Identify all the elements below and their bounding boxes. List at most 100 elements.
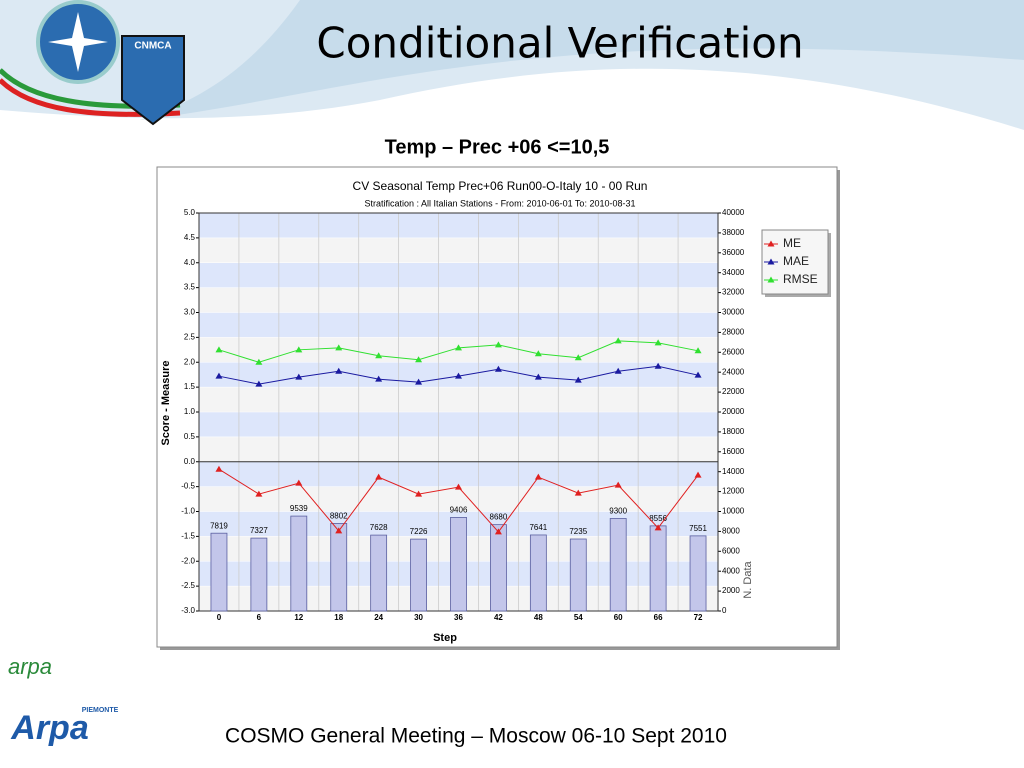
y2-tick-label: 10000 [722,507,745,516]
marker [215,372,223,379]
y-tick-label: -2.5 [181,581,195,590]
y2-tick-label: 0 [722,606,727,615]
y2-tick-label: 8000 [722,527,740,536]
y-tick-label: 5.0 [184,208,196,217]
y2-tick-label: 22000 [722,387,745,396]
y-tick-label: -3.0 [181,606,195,615]
marker [375,352,383,359]
marker [375,375,383,382]
y2-tick-label: 12000 [722,487,745,496]
y2-axis-label: N. Data [742,560,754,598]
marker [215,465,223,472]
bar-value-label: 9300 [609,507,627,516]
bar-value-label: 7641 [529,523,547,532]
marker [415,490,423,497]
bar-value-label: 9539 [290,504,308,513]
bar-value-label: 7551 [689,524,707,533]
marker [415,378,423,385]
y-axis-label: Score - Measure [160,361,172,446]
x-tick-label: 0 [217,613,222,622]
bar [370,534,388,612]
marker [295,373,303,380]
legend-label: ME [783,236,801,250]
bar [689,535,707,612]
marker [295,346,303,353]
x-tick-label: 36 [454,613,463,622]
marker [654,362,662,369]
marker [215,346,223,353]
marker [455,372,462,379]
bar [290,515,308,612]
x-tick-label: 12 [294,613,303,622]
x-tick-label: 72 [694,613,703,622]
marker [415,356,423,363]
logo-shield [121,35,185,126]
marker [694,371,702,378]
marker [295,479,303,486]
y-tick-label: 1.5 [184,382,196,391]
bar [649,525,667,612]
chart-subtitle: Stratification : All Italian Stations - … [365,198,636,208]
y2-tick-label: 18000 [722,427,745,436]
marker [614,481,622,488]
bar [529,534,547,612]
grid-band [199,312,718,338]
marker [255,490,263,497]
bar-value-label: 8556 [649,514,667,523]
legend-marker [767,240,775,247]
marker [654,339,662,346]
y2-tick-label: 38000 [722,228,745,237]
marker [335,367,343,374]
bar [210,532,228,612]
y2-tick-label: 16000 [722,447,745,456]
legend-label: MAE [783,254,809,268]
marker [614,367,622,374]
grid-band [199,262,718,288]
logo-text: PIEMONTE [82,707,119,714]
x-axis-label: Step [433,632,457,644]
x-tick-label: 30 [414,613,423,622]
marker [574,489,582,496]
y2-tick-label: 4000 [722,566,740,575]
y-tick-label: 0.0 [184,457,196,466]
bar-value-label: 7819 [210,521,228,530]
marker [335,344,343,351]
marker [574,376,582,383]
y2-tick-label: 6000 [722,546,740,555]
marker [375,473,383,480]
marker [494,365,502,372]
bar-value-label: 9406 [450,506,468,515]
banner-swoosh [140,0,1024,120]
y2-tick-label: 28000 [722,328,745,337]
y-tick-label: 4.5 [184,233,196,242]
marker [534,473,542,480]
bar-value-label: 7327 [250,526,268,535]
slide-title: Conditional Verification [316,19,803,68]
y-tick-label: -2.0 [181,556,195,565]
marker [455,483,462,490]
y-tick-label: 2.0 [184,357,196,366]
bar-value-label: 8680 [490,513,508,522]
bar-value-label: 7628 [370,523,388,532]
y2-tick-label: 2000 [722,586,740,595]
y-tick-label: 3.5 [184,283,196,292]
y-tick-label: 3.0 [184,308,196,317]
y2-tick-label: 26000 [722,347,745,356]
y-tick-label: 4.0 [184,258,196,267]
y2-tick-label: 20000 [722,407,745,416]
marker [534,350,542,357]
y2-tick-label: 34000 [722,268,745,277]
y-tick-label: 0.5 [184,432,196,441]
x-tick-label: 18 [334,613,343,622]
y-tick-label: 2.5 [184,332,196,341]
logo-star [48,12,108,72]
marker [255,380,263,387]
bar [569,538,587,612]
bar [330,523,348,612]
legend-marker [767,276,775,283]
x-tick-label: 60 [614,613,623,622]
bar [250,537,268,612]
y-tick-label: 1.0 [184,407,196,416]
